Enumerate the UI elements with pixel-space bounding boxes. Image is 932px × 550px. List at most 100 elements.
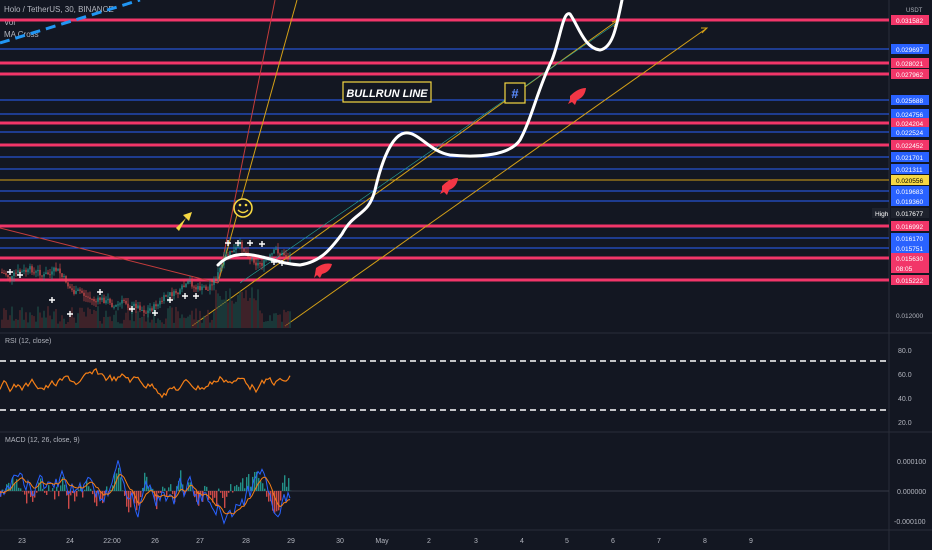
dashed-trend-line [0,0,141,45]
time-tick-label: 29 [287,538,295,545]
symbol-title[interactable]: Holo / TetherUS, 30, BINANCE [4,5,114,14]
time-tick-label: 3 [474,538,478,545]
macd-histogram [0,467,292,513]
price-level-label: 0.031582 [896,18,923,25]
price-level-badge [891,58,929,68]
price-level-label: 0.012000 [896,313,923,320]
price-level-badge [891,233,929,243]
rocket-icon [568,88,586,105]
macd-line [0,460,291,525]
rsi-label[interactable]: RSI (12, close) [5,338,51,345]
trendline-red-down [0,227,219,284]
price-level-label: 0.021311 [896,167,923,174]
channel-lower [284,27,708,327]
smiley-icon [233,198,253,218]
rocket-icon [440,178,458,195]
price-level-label: 0.025688 [896,98,923,105]
price-level-badge [891,95,929,105]
channel-mid [239,21,619,284]
price-level-label: 0.020556 [896,178,923,185]
price-level-badge [891,263,929,273]
price-level-badge [891,127,929,137]
time-tick-label: 6 [611,538,615,545]
price-level-label: 0.029697 [896,47,923,54]
price-level-label: 0.015222 [896,278,923,285]
bullrun-label-text: BULLRUN LINE [346,88,428,100]
rsi-line [0,367,291,399]
price-level-label: 0.016170 [896,236,923,243]
trendline-red-steep [217,0,276,284]
rsi-tick-label: 60.0 [898,372,912,379]
price-level-badge [891,186,929,196]
time-tick-label: 5 [565,538,569,545]
high-badge [872,208,889,218]
time-tick-label: 8 [703,538,707,545]
price-level-badge [891,175,929,185]
price-level-badge [891,118,929,128]
time-tick-label: 27 [196,538,204,545]
macd-tick-label: -0.000100 [894,519,926,526]
time-tick-label: May [375,538,389,545]
price-level-badge [891,196,929,206]
price-axis: 0.031582 0.029697 0.028021 0.027962 0.025688… [872,15,929,320]
time-tick-label: 4 [520,538,524,545]
rsi-tick-label: 20.0 [898,420,912,427]
price-level-label: 0.027962 [896,72,923,79]
currency-label: USDT [906,8,923,14]
high-label: High [875,211,889,218]
macd-tick-label: 0.000100 [897,459,926,466]
bullrun-label-box [342,81,432,103]
time-tick-label: 23 [18,538,26,545]
price-level-badge [891,275,929,285]
time-tick-label: 9 [749,538,753,545]
time-tick-label: 30 [336,538,344,545]
time-tick-label: 22:00 [103,538,121,545]
macd-tick-label: 0.000000 [897,489,926,496]
price-level-label: 0.017677 [896,211,923,218]
time-tick-label: 24 [66,538,74,545]
price-level-label: 0.022452 [896,143,923,150]
rsi-axis: 80.0 60.0 40.0 20.0 [898,348,912,427]
macd-label[interactable]: MACD (12, 26, close, 9) [5,437,80,444]
price-level-badge [891,253,929,263]
hash-label-box [504,82,526,104]
price-level-badge [891,221,929,231]
price-level-label: 0.022524 [896,130,923,137]
volume-bars [1,287,291,328]
hash-label-text: # [511,86,519,101]
macd-axis: 0.000100 0.000000 -0.000100 [894,459,926,526]
price-level-badge [891,44,929,54]
time-axis: 23 24 22:00 26 27 28 29 30 May 2 3 4 5 6 7 8 9 [18,538,753,545]
time-tick-label: 28 [242,538,250,545]
channel-lower-arrow [701,27,709,34]
price-level-label: 0.016992 [896,224,923,231]
ma-cross-indicator-label[interactable]: MA Cross [4,30,39,39]
time-tick-label: 7 [657,538,661,545]
price-level-label: 0.019360 [896,199,923,206]
price-level-badge [891,208,929,218]
rsi-tick-label: 80.0 [898,348,912,355]
time-tick-label: 26 [151,538,159,545]
price-level-label: 0.015630 [896,256,923,263]
rsi-tick-label: 40.0 [898,396,912,403]
price-level-badge [891,15,929,25]
price-level-badge [891,109,929,119]
trendline-yellow-steep [217,0,298,284]
price-level-label: 08:05 [896,266,913,273]
cross-markers [7,240,285,317]
signal-line [0,473,291,515]
price-level-label: 0.024204 [896,121,923,128]
price-level-label: 0.021701 [896,155,923,162]
arrow-up-right-icon [176,212,192,231]
price-level-label: 0.015751 [896,246,923,253]
rocket-icon [314,263,332,278]
time-tick-label: 2 [427,538,431,545]
price-level-badge [891,164,929,174]
price-level-badge [891,243,929,253]
price-level-label: 0.024756 [896,112,923,119]
vol-indicator-label[interactable]: Vol [4,18,16,27]
price-level-badge [891,69,929,79]
price-level-label: 0.019683 [896,189,923,196]
bullrun-projection-path [216,0,624,267]
